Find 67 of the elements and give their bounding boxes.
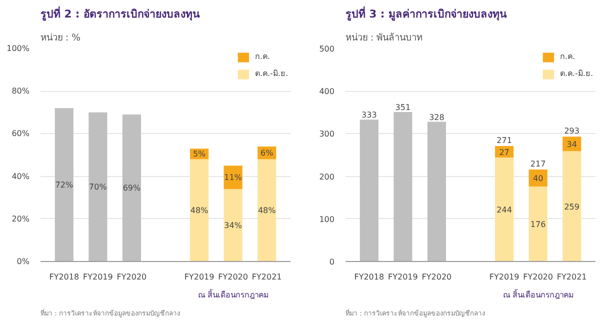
chart-title: รูปที่ 2 : อัตราการเบิกจ่ายงบลงทุน bbox=[40, 6, 200, 22]
bar bbox=[562, 151, 582, 262]
data-label: 70% bbox=[89, 182, 108, 192]
y-tick-label: 300 bbox=[319, 130, 335, 139]
y-tick-label: 0% bbox=[16, 257, 30, 266]
data-label: 48% bbox=[190, 206, 209, 215]
chart-subtitle: หน่วย : พันล้านบาท bbox=[346, 32, 423, 44]
x-tick-label: FY2019 bbox=[489, 272, 520, 282]
y-tick-label: 40% bbox=[12, 172, 30, 181]
text: ณ สิ้นเดือนกรกฎาคม bbox=[502, 288, 574, 300]
bar bbox=[427, 122, 446, 262]
bar bbox=[190, 159, 209, 262]
x-tick-label: FY2020 bbox=[116, 272, 147, 282]
data-label: 244 bbox=[496, 206, 512, 215]
data-label: 351 bbox=[395, 102, 411, 112]
bar bbox=[360, 120, 378, 262]
x-tick-label: FY2021 bbox=[252, 272, 282, 282]
data-label: 69% bbox=[122, 184, 142, 193]
bar bbox=[88, 112, 108, 262]
data-label: 176 bbox=[530, 220, 546, 230]
x-tick-label: FY2020 bbox=[218, 272, 248, 282]
legend-label: ต.ค.-มิ.ย. bbox=[254, 68, 288, 80]
legend-label: ต.ค.-มิ.ย. bbox=[560, 68, 593, 80]
data-label: 40 bbox=[532, 174, 544, 184]
y-tick-label: 0 bbox=[329, 258, 335, 266]
x-tick-label: FY2018 bbox=[49, 272, 80, 282]
total-label: 271 bbox=[496, 136, 512, 146]
bar bbox=[528, 186, 548, 262]
y-tick-label: 60% bbox=[12, 129, 30, 138]
x-tick-label: FY2020 bbox=[422, 272, 452, 282]
data-label: 6% bbox=[260, 148, 274, 158]
data-label: 72% bbox=[55, 180, 74, 190]
data-label: 48% bbox=[258, 206, 276, 215]
bar bbox=[54, 108, 74, 262]
bar bbox=[494, 158, 514, 262]
data-label: 5% bbox=[192, 149, 206, 158]
text: ณ สิ้นเดือนกรกฎาคม bbox=[198, 288, 268, 300]
bar bbox=[394, 112, 412, 262]
legend-label: ก.ค. bbox=[560, 51, 576, 63]
chart-title: รูปที่ 3 : มูลค่าการเบิกจ่ายงบลงทุน bbox=[346, 6, 508, 22]
x-tick-label: FY2020 bbox=[523, 272, 554, 282]
x-tick-label: FY2019 bbox=[83, 272, 113, 282]
bar bbox=[122, 114, 142, 262]
bar bbox=[224, 189, 242, 262]
y-tick-label: 20% bbox=[12, 214, 30, 224]
x-tick-label: FY2018 bbox=[354, 272, 384, 282]
total-label: 217 bbox=[530, 159, 546, 168]
data-label: 34 bbox=[566, 140, 577, 149]
y-tick-label: 80% bbox=[12, 86, 30, 96]
y-tick-label: 500 bbox=[319, 44, 335, 54]
data-label: 11% bbox=[224, 172, 242, 182]
total-label: 293 bbox=[564, 126, 580, 136]
x-tick-label: FY2019 bbox=[388, 272, 418, 282]
data-label: 333 bbox=[362, 110, 377, 120]
chart-subtitle: หน่วย : % bbox=[40, 32, 81, 44]
bar bbox=[258, 159, 276, 262]
y-tick-label: 100 bbox=[319, 214, 335, 224]
y-tick-label: 400 bbox=[319, 87, 335, 96]
legend-label: ก.ค. bbox=[254, 51, 272, 63]
y-tick-label: 100% bbox=[6, 44, 30, 53]
data-label: 27 bbox=[499, 148, 510, 157]
x-tick-label: FY2021 bbox=[556, 272, 587, 282]
x-tick-label: FY2019 bbox=[184, 272, 214, 282]
data-label: 34% bbox=[224, 220, 242, 230]
data-label: 259 bbox=[564, 202, 580, 212]
y-tick-label: 200 bbox=[319, 172, 335, 182]
data-label: 328 bbox=[429, 112, 444, 122]
